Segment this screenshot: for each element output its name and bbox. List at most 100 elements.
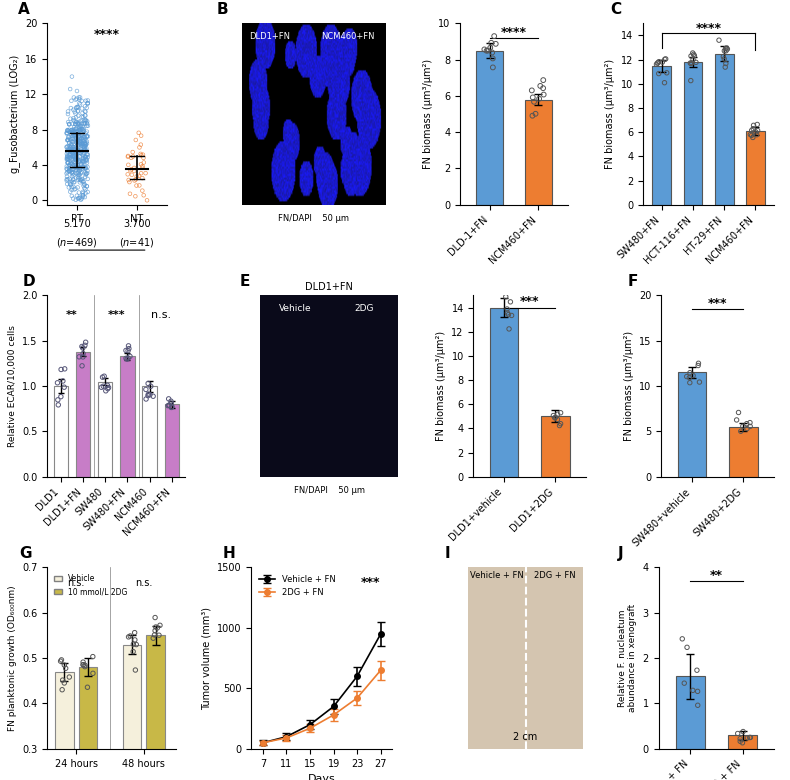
Text: 2 cm: 2 cm	[514, 732, 538, 742]
Point	[74, 115, 87, 127]
Point	[122, 151, 134, 163]
Point	[64, 178, 77, 190]
Point	[70, 148, 83, 161]
Point	[66, 136, 79, 148]
Point	[74, 120, 87, 133]
Point	[61, 126, 73, 139]
Point	[80, 127, 92, 140]
Point	[68, 151, 81, 163]
Point	[73, 186, 85, 199]
Text: Vehicle: Vehicle	[279, 304, 311, 314]
Point	[73, 155, 85, 168]
Point	[72, 118, 85, 130]
Point	[70, 136, 82, 148]
Point	[77, 162, 89, 175]
Point	[69, 161, 81, 173]
Point	[77, 342, 89, 354]
Point	[75, 137, 88, 150]
Point	[60, 167, 73, 179]
Point	[78, 661, 91, 673]
Point	[64, 133, 77, 145]
Point	[68, 125, 81, 137]
Point	[680, 370, 693, 383]
Point	[122, 352, 134, 364]
Point	[491, 275, 503, 287]
Point	[122, 342, 135, 355]
Text: H: H	[223, 546, 235, 562]
Point	[74, 119, 87, 132]
Point	[78, 155, 91, 168]
Point	[63, 118, 76, 130]
Point	[134, 147, 147, 160]
Point	[122, 631, 135, 644]
Point	[549, 411, 562, 424]
Point	[76, 102, 88, 115]
Point	[142, 388, 155, 400]
Bar	[122, 644, 141, 780]
Point	[76, 340, 88, 353]
Point	[502, 308, 515, 321]
Point	[548, 412, 561, 424]
Point	[74, 142, 87, 154]
Text: ***: ***	[520, 295, 540, 308]
Point	[126, 151, 139, 163]
Point	[139, 167, 152, 179]
Point	[650, 58, 663, 70]
Point	[551, 413, 564, 426]
Point	[73, 133, 86, 145]
Point	[80, 94, 92, 107]
Point	[75, 173, 88, 186]
Point	[66, 154, 79, 166]
Bar	[715, 54, 734, 204]
Point	[55, 363, 67, 376]
Point	[86, 651, 99, 663]
Point	[684, 57, 697, 69]
Point	[69, 154, 81, 166]
Point	[122, 339, 135, 352]
Bar	[98, 381, 112, 477]
Point	[65, 94, 77, 107]
Point	[64, 177, 77, 190]
Point	[62, 165, 75, 178]
Point	[73, 122, 86, 135]
Point	[651, 57, 664, 69]
Point	[81, 97, 94, 109]
Point	[66, 133, 79, 145]
Point	[692, 360, 705, 372]
Point	[129, 190, 141, 203]
Point	[486, 46, 498, 58]
Point	[80, 153, 92, 165]
Point	[101, 379, 114, 392]
Point	[80, 167, 92, 179]
Point	[61, 150, 73, 162]
Point	[70, 150, 82, 162]
Point	[61, 127, 73, 140]
Point	[79, 140, 92, 152]
Point	[73, 154, 86, 167]
Point	[62, 145, 74, 158]
Point	[64, 112, 77, 125]
Point	[166, 400, 179, 413]
Point	[63, 123, 76, 136]
Point	[77, 658, 89, 671]
Point	[81, 135, 93, 147]
Text: ****: ****	[94, 28, 120, 41]
Point	[67, 150, 80, 162]
Point	[63, 165, 76, 177]
Point	[71, 154, 84, 166]
Point	[684, 74, 697, 87]
Point	[67, 143, 80, 155]
Y-axis label: Tumor volume (mm³): Tumor volume (mm³)	[201, 607, 211, 710]
Point	[70, 111, 82, 123]
Point	[77, 122, 90, 135]
Point	[70, 193, 82, 206]
Point	[65, 146, 77, 158]
Point	[73, 124, 85, 136]
Point	[66, 158, 78, 170]
Point	[73, 98, 86, 111]
Point	[81, 119, 94, 132]
Point	[78, 156, 91, 168]
Bar	[146, 636, 165, 780]
Point	[681, 641, 694, 654]
Point	[59, 662, 72, 675]
